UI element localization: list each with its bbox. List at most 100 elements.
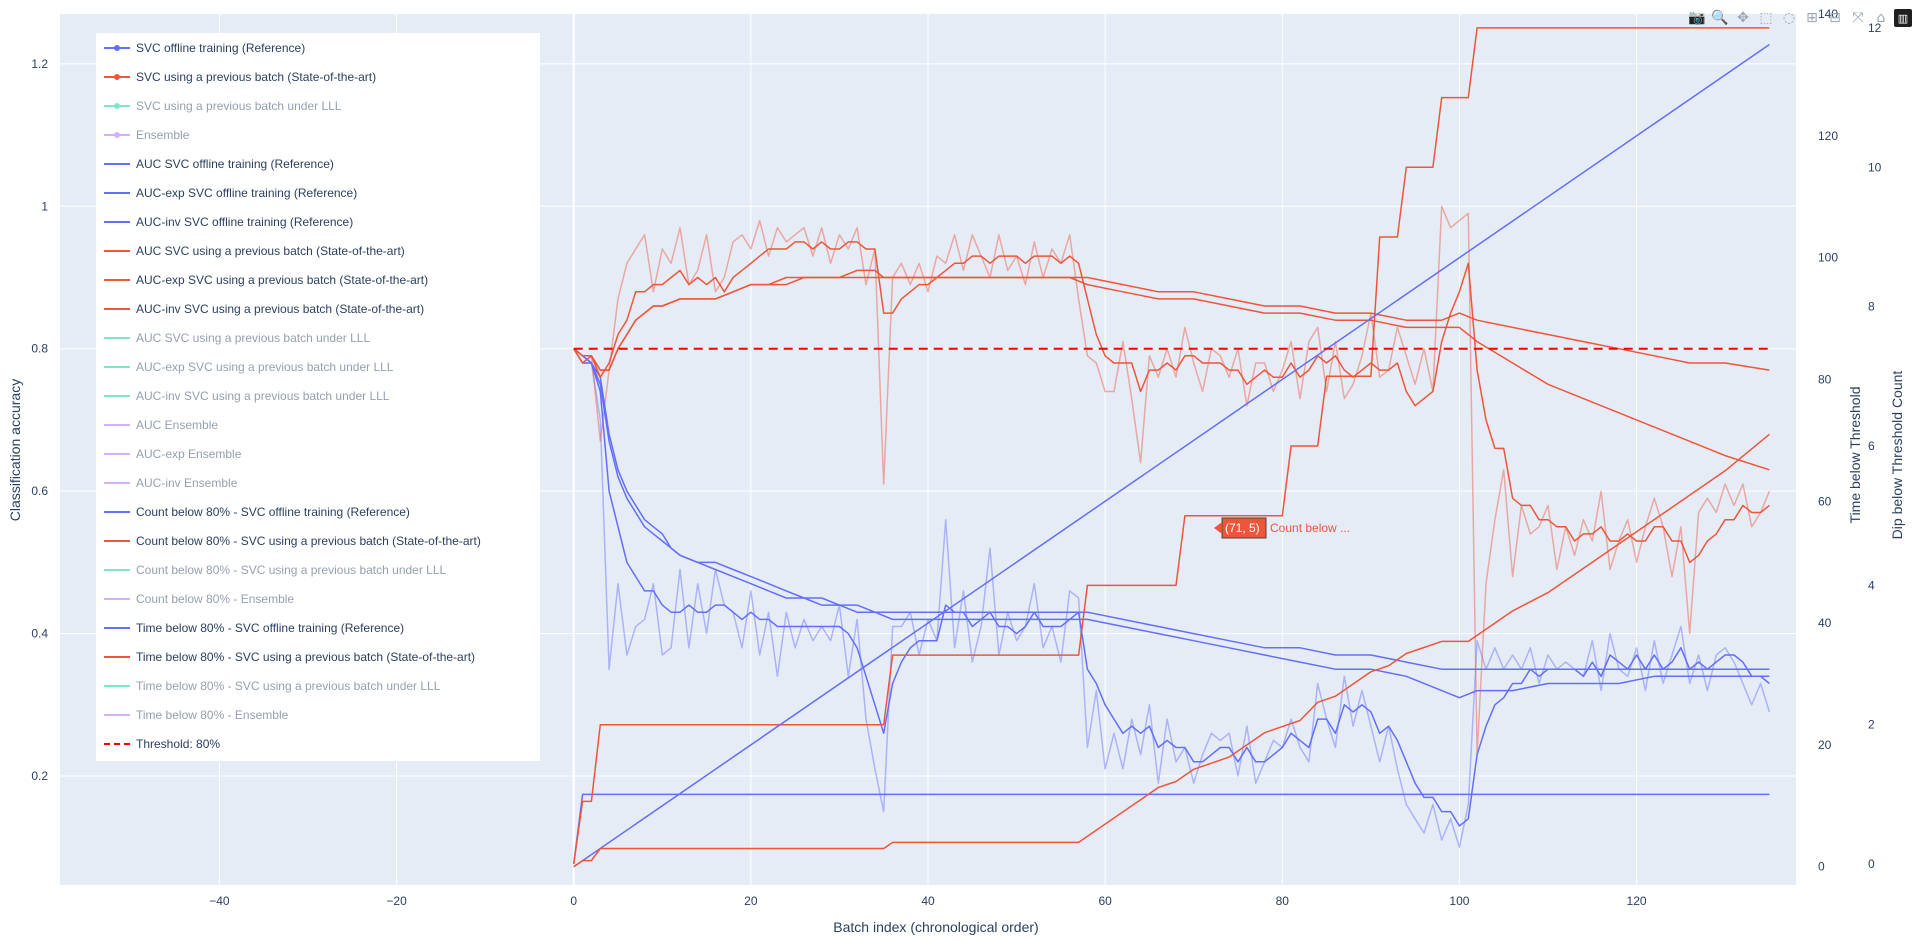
y-tick-label: 1.2 xyxy=(31,57,48,71)
autoscale-icon[interactable]: ⤧ xyxy=(1852,10,1864,26)
box-select-icon[interactable]: ⬚ xyxy=(1759,10,1773,26)
legend-label: AUC-inv SVC using a previous batch under… xyxy=(136,389,390,403)
y2-tick-label: 40 xyxy=(1818,616,1832,630)
reset-axes-icon[interactable]: ⌂ xyxy=(1876,10,1886,26)
zoom-icon[interactable]: 🔍 xyxy=(1711,10,1729,26)
legend-label: AUC-inv Ensemble xyxy=(136,476,238,490)
annotation-pointer xyxy=(1214,522,1222,534)
y2-tick-label: 80 xyxy=(1818,372,1832,386)
tick-labels: −40 −20 0 20 40 60 80 100 1200.20.40.60.811.2020… xyxy=(31,7,1881,908)
legend-marker xyxy=(114,74,120,80)
legend-marker xyxy=(114,103,120,109)
legend-label: Time below 80% - Ensemble xyxy=(136,708,289,722)
y3-tick-label: 10 xyxy=(1868,160,1882,174)
legend-item-3[interactable]: Ensemble xyxy=(104,128,190,142)
legend-label: AUC SVC using a previous batch (State-of… xyxy=(136,244,405,258)
legend-label: SVC using a previous batch under LLL xyxy=(136,99,342,113)
plotly-logo-icon[interactable]: ▥ xyxy=(1894,9,1912,27)
annotation-label: Count below ... xyxy=(1270,521,1350,535)
y2-tick-label: 20 xyxy=(1818,738,1832,752)
zoom-out-icon[interactable]: ⊟ xyxy=(1829,10,1841,26)
series-layer xyxy=(572,27,1771,868)
legend-label: Time below 80% - SVC offline training (R… xyxy=(136,621,404,635)
pan-icon[interactable]: ✥ xyxy=(1737,10,1749,26)
legend[interactable]: SVC offline training (Reference) SVC usin… xyxy=(96,33,540,761)
legend-label: AUC-inv SVC using a previous batch (Stat… xyxy=(136,302,424,316)
legend-marker xyxy=(114,45,120,51)
legend-item-1[interactable]: SVC using a previous batch (State-of-the… xyxy=(104,70,376,84)
legend-label: Count below 80% - Ensemble xyxy=(136,592,294,606)
legend-item-23[interactable]: Time below 80% - Ensemble xyxy=(104,708,289,722)
legend-label: Count below 80% - SVC using a previous b… xyxy=(136,563,447,577)
legend-item-24[interactable]: Threshold: 80% xyxy=(104,737,220,751)
legend-item-22[interactable]: Time below 80% - SVC using a previous ba… xyxy=(104,679,441,693)
legend-item-18[interactable]: Count below 80% - SVC using a previous b… xyxy=(104,563,447,577)
x-tick-label: 120 xyxy=(1627,894,1647,908)
legend-item-7[interactable]: AUC SVC using a previous batch (State-of… xyxy=(104,244,405,258)
x-tick-label: 60 xyxy=(1098,894,1112,908)
series-line-9 xyxy=(572,27,1770,865)
legend-label: AUC-exp Ensemble xyxy=(136,447,242,461)
legend-item-20[interactable]: Time below 80% - SVC offline training (R… xyxy=(104,621,404,635)
series-line-3 xyxy=(573,348,1770,670)
x-axis-title: Batch index (chronological order) xyxy=(833,919,1038,935)
legend-label: AUC-inv SVC offline training (Reference) xyxy=(136,215,353,229)
x-tick-label: −20 xyxy=(386,894,407,908)
y2-tick-label: 120 xyxy=(1818,129,1838,143)
legend-item-15[interactable]: AUC-inv Ensemble xyxy=(104,476,238,490)
y3-tick-label: 6 xyxy=(1868,439,1875,453)
x-tick-label: 40 xyxy=(921,894,935,908)
legend-item-9[interactable]: AUC-inv SVC using a previous batch (Stat… xyxy=(104,302,424,316)
legend-label: AUC SVC offline training (Reference) xyxy=(136,157,334,171)
legend-item-13[interactable]: AUC Ensemble xyxy=(104,418,218,432)
legend-item-12[interactable]: AUC-inv SVC using a previous batch under… xyxy=(104,389,390,403)
legend-label: Ensemble xyxy=(136,128,190,142)
y2-tick-label: 0 xyxy=(1818,860,1825,874)
legend-label: Time below 80% - SVC using a previous ba… xyxy=(136,650,475,664)
y-tick-label: 0.2 xyxy=(31,769,48,783)
legend-label: AUC Ensemble xyxy=(136,418,218,432)
legend-item-19[interactable]: Count below 80% - Ensemble xyxy=(104,592,294,606)
legend-label: Count below 80% - SVC offline training (… xyxy=(136,505,410,519)
series-line-5 xyxy=(573,241,1770,564)
legend-item-21[interactable]: Time below 80% - SVC using a previous ba… xyxy=(104,650,475,664)
series-line-0 xyxy=(573,348,1771,849)
y-tick-label: 0.6 xyxy=(31,484,48,498)
series-line-1 xyxy=(573,205,1771,756)
zoom-in-icon[interactable]: ⊞ xyxy=(1806,10,1818,26)
camera-icon[interactable]: 📷 xyxy=(1688,10,1706,26)
legend-item-17[interactable]: Count below 80% - SVC using a previous b… xyxy=(104,534,481,548)
legend-label: Count below 80% - SVC using a previous b… xyxy=(136,534,481,548)
x-tick-label: 80 xyxy=(1276,894,1290,908)
legend-item-16[interactable]: Count below 80% - SVC offline training (… xyxy=(104,505,410,519)
legend-item-4[interactable]: AUC SVC offline training (Reference) xyxy=(104,157,334,171)
legend-item-5[interactable]: AUC-exp SVC offline training (Reference) xyxy=(104,186,357,200)
legend-item-14[interactable]: AUC-exp Ensemble xyxy=(104,447,242,461)
legend-item-8[interactable]: AUC-exp SVC using a previous batch (Stat… xyxy=(104,273,428,287)
y-tick-label: 0.4 xyxy=(31,627,48,641)
series-line-4 xyxy=(573,348,1770,699)
y3-axis-title: Dip below Threshold Count xyxy=(1889,371,1905,540)
legend-item-6[interactable]: AUC-inv SVC offline training (Reference) xyxy=(104,215,353,229)
y2-tick-label: 140 xyxy=(1818,7,1838,21)
series-line-11 xyxy=(573,433,1770,868)
series-line-7 xyxy=(573,269,1770,471)
legend-item-11[interactable]: AUC-exp SVC using a previous batch under… xyxy=(104,360,394,374)
legend-marker xyxy=(114,132,120,138)
lasso-icon[interactable]: ◌ xyxy=(1782,10,1796,26)
series-line-10 xyxy=(573,43,1770,868)
x-tick-label: 100 xyxy=(1449,894,1469,908)
y3-tick-label: 8 xyxy=(1868,300,1875,314)
y-tick-label: 0.8 xyxy=(31,342,48,356)
hover-annotation: (71, 5) Count below ... xyxy=(1214,517,1350,539)
y2-axis-title: Time below Threshold xyxy=(1847,387,1863,524)
x-tick-label: 20 xyxy=(744,894,758,908)
legend-item-0[interactable]: SVC offline training (Reference) xyxy=(104,41,305,55)
legend-item-10[interactable]: AUC SVC using a previous batch under LLL xyxy=(104,331,370,345)
grid-lines xyxy=(60,14,1796,885)
legend-item-2[interactable]: SVC using a previous batch under LLL xyxy=(104,99,342,113)
legend-label: AUC-exp SVC offline training (Reference) xyxy=(136,186,357,200)
modebar: 📷 🔍 ✥ ⬚ ◌ ⊞ ⊟ ⤧ ⌂ ▥ xyxy=(1687,8,1912,28)
y3-tick-label: 2 xyxy=(1868,718,1875,732)
